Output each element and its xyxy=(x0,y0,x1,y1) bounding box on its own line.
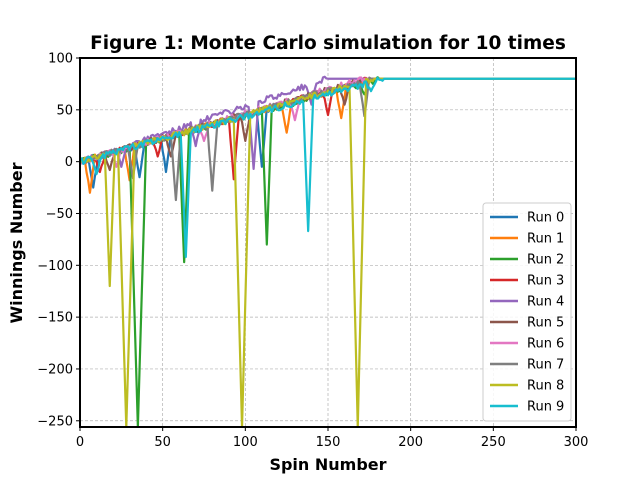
y-tick-label: −100 xyxy=(37,259,73,274)
y-tick-label: −250 xyxy=(37,414,73,429)
x-tick-label: 200 xyxy=(398,435,423,450)
y-tick-label: −50 xyxy=(46,207,73,222)
y-tick-label: −150 xyxy=(37,311,73,326)
legend: Run 0 Run 1 Run 2 Run 3 Run 4 Run 5 Run 6 Run 7… xyxy=(482,202,572,422)
series-layer xyxy=(80,75,576,427)
legend-box xyxy=(482,202,572,422)
legend-label-run-3: Run 3 xyxy=(527,274,564,289)
y-axis-label: Winnings Number xyxy=(7,162,26,323)
x-axis-label: Spin Number xyxy=(269,455,386,474)
legend-label-run-9: Run 9 xyxy=(527,400,564,415)
legend-label-run-8: Run 8 xyxy=(527,379,564,394)
series-line-run-9 xyxy=(80,76,576,259)
y-tick-label: 0 xyxy=(65,155,73,170)
y-tick-label: 100 xyxy=(48,52,73,67)
legend-label-run-1: Run 1 xyxy=(527,232,564,247)
x-tick-label: 250 xyxy=(481,435,506,450)
x-tick-label: 0 xyxy=(76,435,84,450)
x-tick-label: 50 xyxy=(154,435,171,450)
legend-label-run-0: Run 0 xyxy=(527,211,564,226)
ticks: 0 50 100 150 200 250 300 100 50 0 −50 −100 −150 −200 −… xyxy=(37,52,588,451)
x-tick-label: 100 xyxy=(233,435,258,450)
y-tick-label: 50 xyxy=(56,103,73,118)
y-tick-label: −200 xyxy=(37,362,73,377)
x-tick-label: 150 xyxy=(316,435,341,450)
legend-label-run-5: Run 5 xyxy=(527,316,564,331)
legend-label-run-7: Run 7 xyxy=(527,358,564,373)
legend-label-run-4: Run 4 xyxy=(527,295,564,310)
legend-label-run-6: Run 6 xyxy=(527,337,564,352)
x-tick-label: 300 xyxy=(564,435,589,450)
legend-label-run-2: Run 2 xyxy=(527,253,564,268)
chart-title: Figure 1: Monte Carlo simulation for 10 … xyxy=(90,33,566,54)
